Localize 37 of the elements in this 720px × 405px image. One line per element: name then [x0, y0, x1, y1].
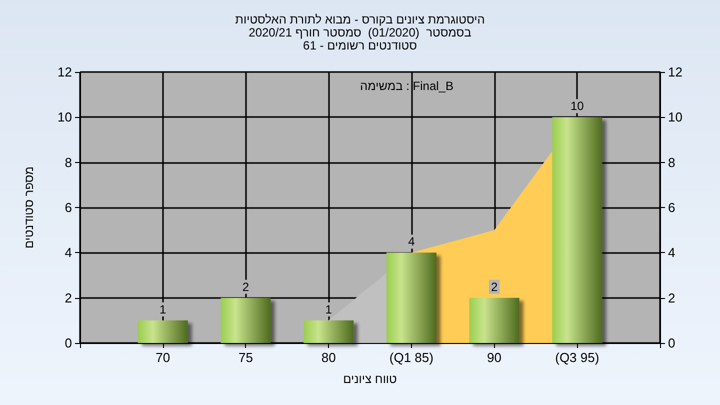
y-tick-label: 4 — [64, 245, 72, 260]
x-tick-label: 80 — [321, 350, 336, 365]
data-label: 1 — [160, 302, 167, 316]
data-label: 2 — [242, 280, 250, 294]
bar — [304, 320, 354, 343]
chart-title: היסטוגרמת ציונים בקורס - מבוא לתורת האלסטיות — [235, 12, 485, 26]
bar — [469, 298, 520, 343]
y-axis-title: מספר סטודנטים — [22, 166, 36, 249]
x-tick-label: 90 — [487, 350, 502, 365]
bar — [386, 252, 436, 343]
y2-tick-label: 10 — [668, 110, 682, 125]
x-tick-label: 70 — [156, 350, 170, 365]
y-tick-label: 8 — [64, 154, 72, 170]
annotation: במשימה : Final_B — [360, 79, 454, 93]
bar — [220, 298, 271, 343]
y2-tick-label: 8 — [668, 154, 676, 170]
data-label: 4 — [408, 234, 416, 249]
bar — [552, 117, 602, 343]
y-tick-label: 2 — [64, 290, 72, 306]
y2-tick-label: 0 — [668, 336, 676, 350]
x-axis-title: טווח ציונים — [343, 372, 398, 386]
data-label: 1 — [325, 302, 332, 316]
y2-tick-label: 6 — [668, 200, 676, 215]
chart-subtitle: בסמסטר (01/2020) סמסטר חורף 2020/21 סטודנטים רשומים - 61 — [248, 26, 472, 52]
bar — [138, 320, 188, 343]
y-tick-label: 12 — [58, 64, 72, 80]
y-tick-label: 10 — [58, 110, 72, 125]
y2-tick-label: 2 — [668, 290, 676, 306]
y-tick-label: 6 — [64, 200, 72, 215]
y2-tick-label: 4 — [668, 245, 676, 260]
x-tick-label: (Q3 95) — [555, 350, 600, 365]
x-tick-label: (Q1 85) — [389, 350, 434, 365]
y2-tick-label: 12 — [668, 64, 682, 80]
data-label: 10 — [570, 99, 584, 114]
x-tick-label: 75 — [238, 350, 253, 365]
data-label: 2 — [490, 280, 498, 294]
y-tick-label: 0 — [64, 336, 72, 350]
